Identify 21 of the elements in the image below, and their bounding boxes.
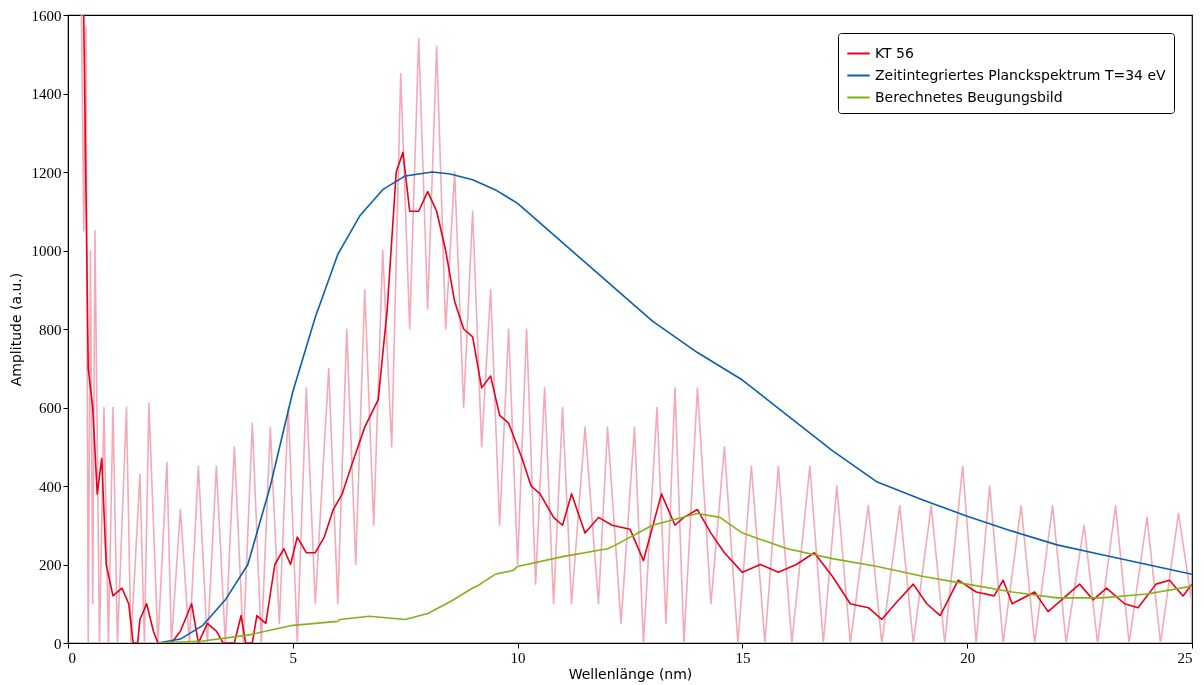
- y-tick-label: 1400: [31, 86, 62, 102]
- x-tick-label: 25: [1177, 649, 1193, 666]
- y-tick-label: 200: [39, 557, 62, 573]
- y-axis-title: Amplitude (a.u.): [7, 272, 24, 387]
- line-series: [157, 512, 1192, 643]
- y-tick-label: 1000: [31, 243, 62, 259]
- y-tick-label: 1200: [31, 164, 62, 181]
- y-tick-label: 0: [54, 635, 62, 652]
- y-tick-label: 800: [39, 321, 62, 338]
- x-tick-label: 20: [960, 649, 976, 666]
- x-tick-label: 15: [735, 649, 751, 666]
- x-tick-label: 5: [289, 649, 298, 666]
- x-tick-label: 0: [68, 649, 76, 666]
- legend-label: KT 56: [875, 44, 914, 61]
- y-tick-label: 1600: [31, 7, 62, 24]
- legend-label: Berechnetes Beugungsbild: [875, 88, 1063, 105]
- y-tick-label: 400: [39, 478, 62, 495]
- y-tick-label: 600: [39, 400, 62, 416]
- x-tick-label: 10: [510, 649, 526, 666]
- legend-label: Zeitintegriertes Planckspektrum T=34 eV: [875, 66, 1167, 83]
- x-axis-title: Wellenlänge (nm): [568, 665, 693, 682]
